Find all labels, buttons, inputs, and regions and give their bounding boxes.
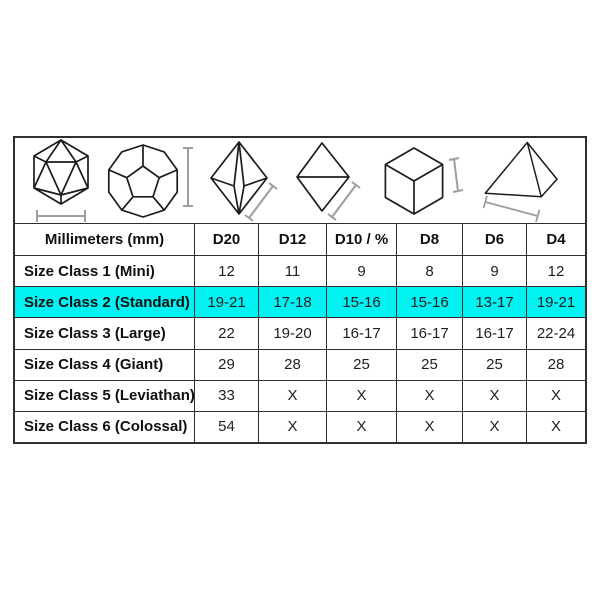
dice-icons-row (15, 138, 585, 224)
cell-value: 19-21 (194, 286, 258, 318)
column-header-millimeters: Millimeters (mm) (44, 231, 165, 249)
cell-value: 25 (396, 348, 462, 380)
table-row-size-class-3: Size Class 3 (Large) 22 19-20 16-17 16-1… (15, 317, 585, 349)
cell-value: 17-18 (258, 286, 326, 318)
row-label: Size Class 5 (Leviathan) (15, 379, 194, 411)
cell-value: 12 (526, 255, 585, 287)
row-label: Size Class 6 (Colossal) (15, 410, 194, 442)
d10-measure-line (243, 181, 278, 222)
cell-value: 16-17 (462, 317, 526, 349)
cell-value: X (462, 410, 526, 442)
table-row-size-class-5: Size Class 5 (Leviathan) 33 X X X X X (15, 379, 585, 411)
row-label: Size Class 3 (Large) (15, 317, 194, 348)
cell-value: 8 (396, 255, 462, 287)
column-header-d10: D10 / % (326, 224, 396, 256)
row-label: Size Class 2 (Standard) (15, 286, 194, 318)
cell-value: 22 (194, 317, 258, 349)
cell-value: 28 (258, 348, 326, 380)
size-table-body: Millimeters (mm) D20 D12 D10 / % D8 D6 D… (15, 224, 585, 442)
cell-value: 11 (258, 255, 326, 287)
cell-value: 16-17 (326, 317, 396, 349)
cell-value: 9 (462, 255, 526, 287)
d10-icon (209, 140, 278, 222)
cell-value: 19-20 (258, 317, 326, 349)
cell-value: 9 (326, 255, 396, 287)
column-header-d6: D6 (462, 224, 526, 256)
row-label: Size Class 4 (Giant) (15, 348, 194, 380)
cell-value: 12 (194, 255, 258, 287)
d8-icon (296, 141, 361, 221)
cell-value: 19-21 (526, 286, 585, 318)
table-row-size-class-2-highlighted: Size Class 2 (Standard) 19-21 17-18 15-1… (15, 286, 585, 318)
cell-value: 22-24 (526, 317, 585, 349)
cell-value: 33 (194, 379, 258, 411)
column-header-d20: D20 (194, 224, 258, 256)
cell-value: 15-16 (396, 286, 462, 318)
cell-value: 15-16 (326, 286, 396, 318)
cell-value: X (462, 379, 526, 411)
cell-value: X (396, 410, 462, 442)
column-header-d4: D4 (526, 224, 585, 256)
table-header-row: Millimeters (mm) D20 D12 D10 / % D8 D6 D… (15, 224, 585, 256)
cell-value: 16-17 (396, 317, 462, 349)
d4-measure-line (482, 195, 541, 222)
cell-value: 25 (462, 348, 526, 380)
cell-value: 25 (326, 348, 396, 380)
cell-value: X (526, 410, 585, 442)
d20-measure-line (35, 209, 86, 222)
dice-size-table: Millimeters (mm) D20 D12 D10 / % D8 D6 D… (13, 136, 587, 444)
cell-value: X (258, 379, 326, 411)
table-row-size-class-4: Size Class 4 (Giant) 29 28 25 25 25 28 (15, 348, 585, 380)
d6-measure-line (449, 156, 464, 193)
cell-value: 29 (194, 348, 258, 380)
cell-value: 13-17 (462, 286, 526, 318)
cell-value: X (326, 410, 396, 442)
cell-value: X (258, 410, 326, 442)
cell-value: X (396, 379, 462, 411)
table-row-size-class-1: Size Class 1 (Mini) 12 11 9 8 9 12 (15, 255, 585, 287)
column-header-d12: D12 (258, 224, 326, 256)
cell-value: X (526, 379, 585, 411)
d8-measure-line (327, 180, 361, 221)
d20-icon (32, 138, 89, 222)
table-row-size-class-6: Size Class 6 (Colossal) 54 X X X X X (15, 410, 585, 442)
column-header-d8: D8 (396, 224, 462, 256)
d4-icon (482, 141, 558, 222)
cell-value: X (326, 379, 396, 411)
d6-icon (384, 146, 464, 215)
d12-measure-line (182, 146, 193, 207)
cell-value: 28 (526, 348, 585, 380)
cell-value: 54 (194, 410, 258, 442)
row-label: Size Class 1 (Mini) (15, 255, 194, 286)
d12-icon (107, 143, 193, 218)
